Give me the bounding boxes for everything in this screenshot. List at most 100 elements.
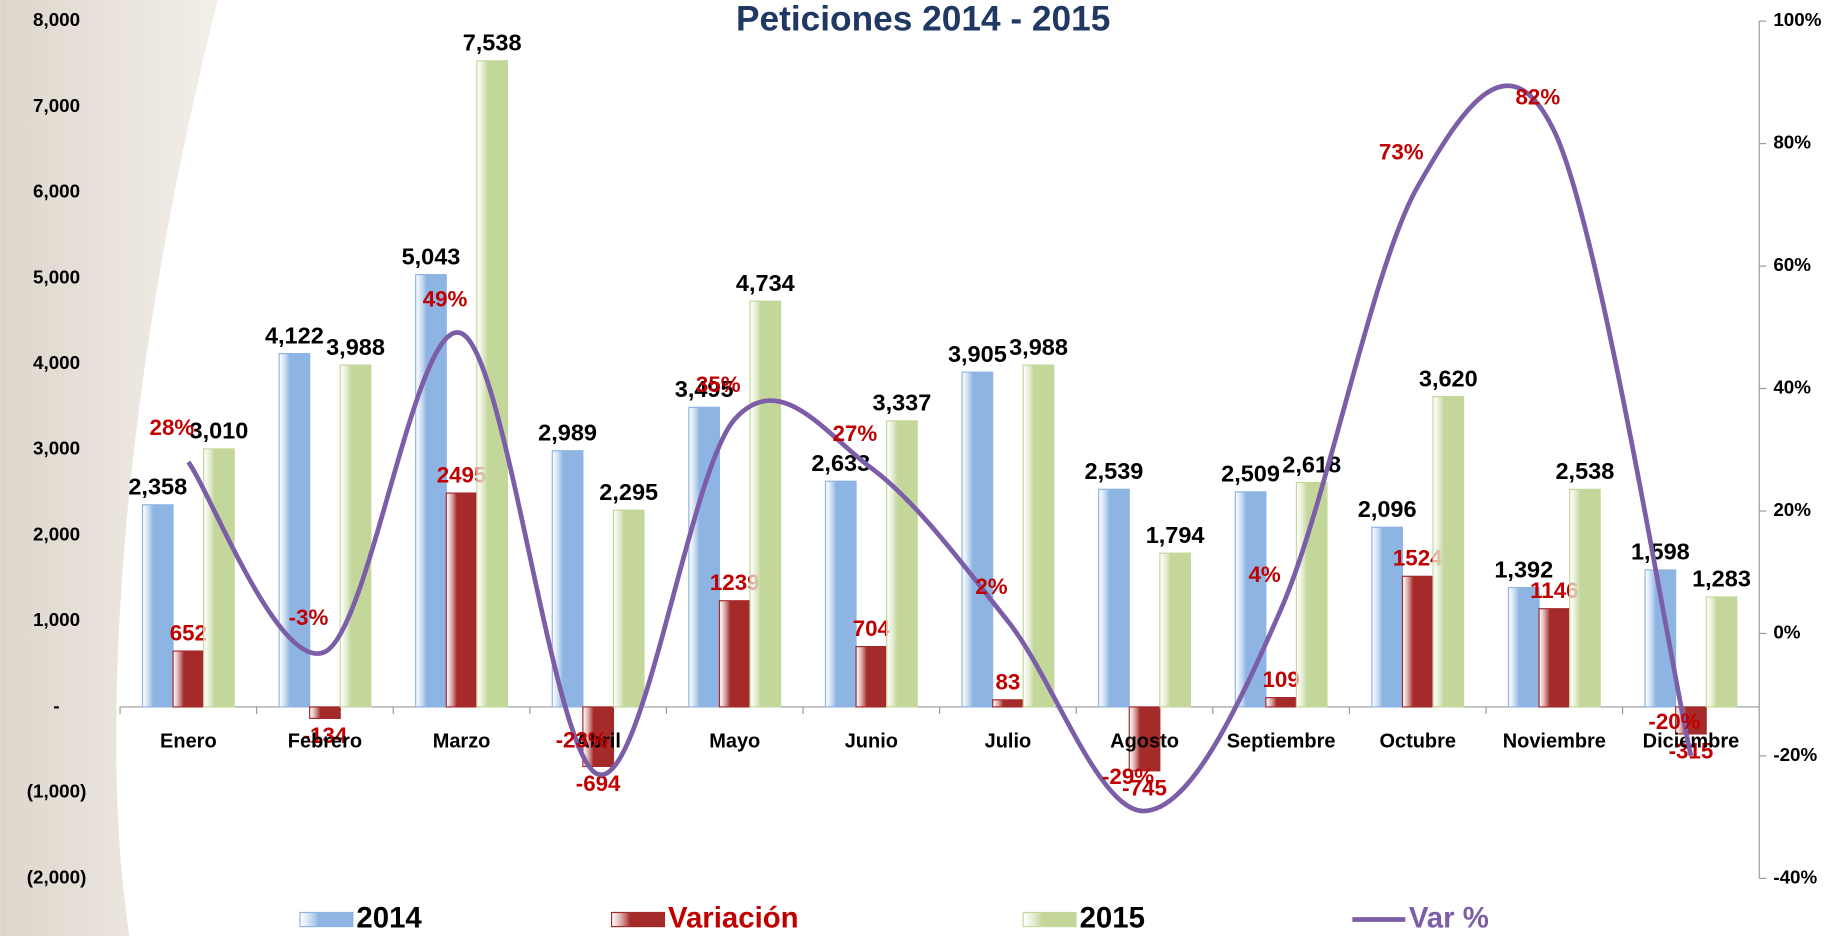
chart-title: Peticiones 2014 - 2015 [736,0,1110,38]
bar [172,650,205,708]
bar [718,600,751,708]
data-label: 704 [853,616,891,641]
data-label: 35% [696,372,741,397]
data-label: 3,988 [1009,334,1068,360]
data-label: 3,905 [948,341,1007,367]
bar [612,509,645,708]
bar [1538,608,1571,708]
x-tick-label: Noviembre [1503,730,1606,752]
legend-swatch [610,911,666,928]
data-label: 4,122 [265,322,324,348]
data-label: -134 [303,723,348,748]
y-tick-label: 2,000 [33,523,80,544]
y2-tick-label: 0% [1773,621,1800,642]
y-tick-label: - [53,695,59,716]
bar [551,450,584,708]
background-shape [0,0,218,936]
data-label: 2,633 [811,450,870,476]
x-tick-label: Marzo [433,730,491,752]
y-tick-label: 8,000 [33,9,80,30]
bar [749,300,782,708]
y-tick-label: (2,000) [27,866,87,887]
bar [1705,596,1738,708]
bar [415,274,447,708]
bar [309,706,341,720]
legend-label: Variación [668,901,799,934]
bar [476,60,508,708]
data-label: -23% [556,727,608,752]
y2-tick-label: 100% [1773,9,1821,30]
y-tick-label: 5,000 [33,266,80,287]
bar [992,699,1024,708]
data-label: 2% [975,574,1007,599]
bar [886,420,918,708]
data-label: 7,538 [463,30,522,56]
legend-label: 2015 [1080,901,1145,934]
y-tick-label: 1,000 [33,609,80,630]
data-label: 3,988 [326,334,385,360]
x-tick-label: Mayo [709,730,760,752]
data-label: 2,509 [1221,461,1280,487]
bar [1234,491,1267,708]
data-label: -29% [1102,764,1154,789]
y2-tick-label: 40% [1773,377,1811,398]
bar [1569,488,1601,708]
bar [855,646,888,708]
data-label: 1,794 [1146,522,1205,548]
bar [203,448,235,708]
bar [1159,552,1191,708]
x-tick-label: Agosto [1110,730,1179,752]
data-label: 73% [1379,139,1424,164]
legend-swatch [299,911,354,928]
bar [1432,396,1465,708]
legend-label: 2014 [356,901,422,934]
x-tick-label: Septiembre [1227,730,1336,752]
data-label: 652 [170,620,207,645]
y2-tick-label: -40% [1773,866,1817,887]
data-label: 27% [833,421,878,446]
data-label: 109 [1263,667,1300,692]
bar [278,353,311,708]
data-label: 4,734 [736,270,795,296]
bar [1265,697,1298,708]
y-tick-label: 6,000 [33,181,80,202]
data-label: -745 [1122,776,1167,801]
data-label: 2,096 [1358,496,1417,522]
bar [445,492,478,708]
data-label: 1,392 [1494,556,1553,582]
y-tick-label: 4,000 [33,352,80,373]
bar [1401,575,1434,708]
data-label: 1,283 [1692,566,1751,592]
legend-swatch [1022,911,1077,928]
bar [1098,488,1130,708]
x-tick-label: Junio [845,730,898,752]
data-label: 2,538 [1555,458,1614,484]
data-label: 49% [423,286,468,311]
y2-tick-label: 20% [1773,499,1811,520]
data-label: 3,337 [873,390,932,416]
x-tick-label: Enero [160,730,217,752]
y-tick-label: 7,000 [33,95,80,116]
data-label: 3,495 [675,376,734,402]
data-label: 2,295 [599,479,658,505]
bar [1128,706,1161,772]
y2-tick-label: 80% [1773,132,1811,153]
x-tick-label: Abril [575,730,620,752]
data-label: 4% [1249,562,1281,587]
data-label: -3% [289,605,329,630]
data-label: 83 [996,669,1021,694]
bar [339,364,372,708]
data-label: 2,989 [538,419,597,445]
data-label: 1,598 [1631,539,1690,565]
bar [582,706,615,768]
bar [141,504,174,708]
y-tick-label: (1,000) [27,781,87,802]
data-label: -20% [1648,709,1700,734]
x-tick-label: Febrero [288,730,362,752]
bar [1022,364,1055,708]
y2-tick-label: -20% [1773,744,1817,765]
bar [961,371,994,708]
bar [1507,587,1540,708]
y2-tick-label: 60% [1773,254,1811,275]
